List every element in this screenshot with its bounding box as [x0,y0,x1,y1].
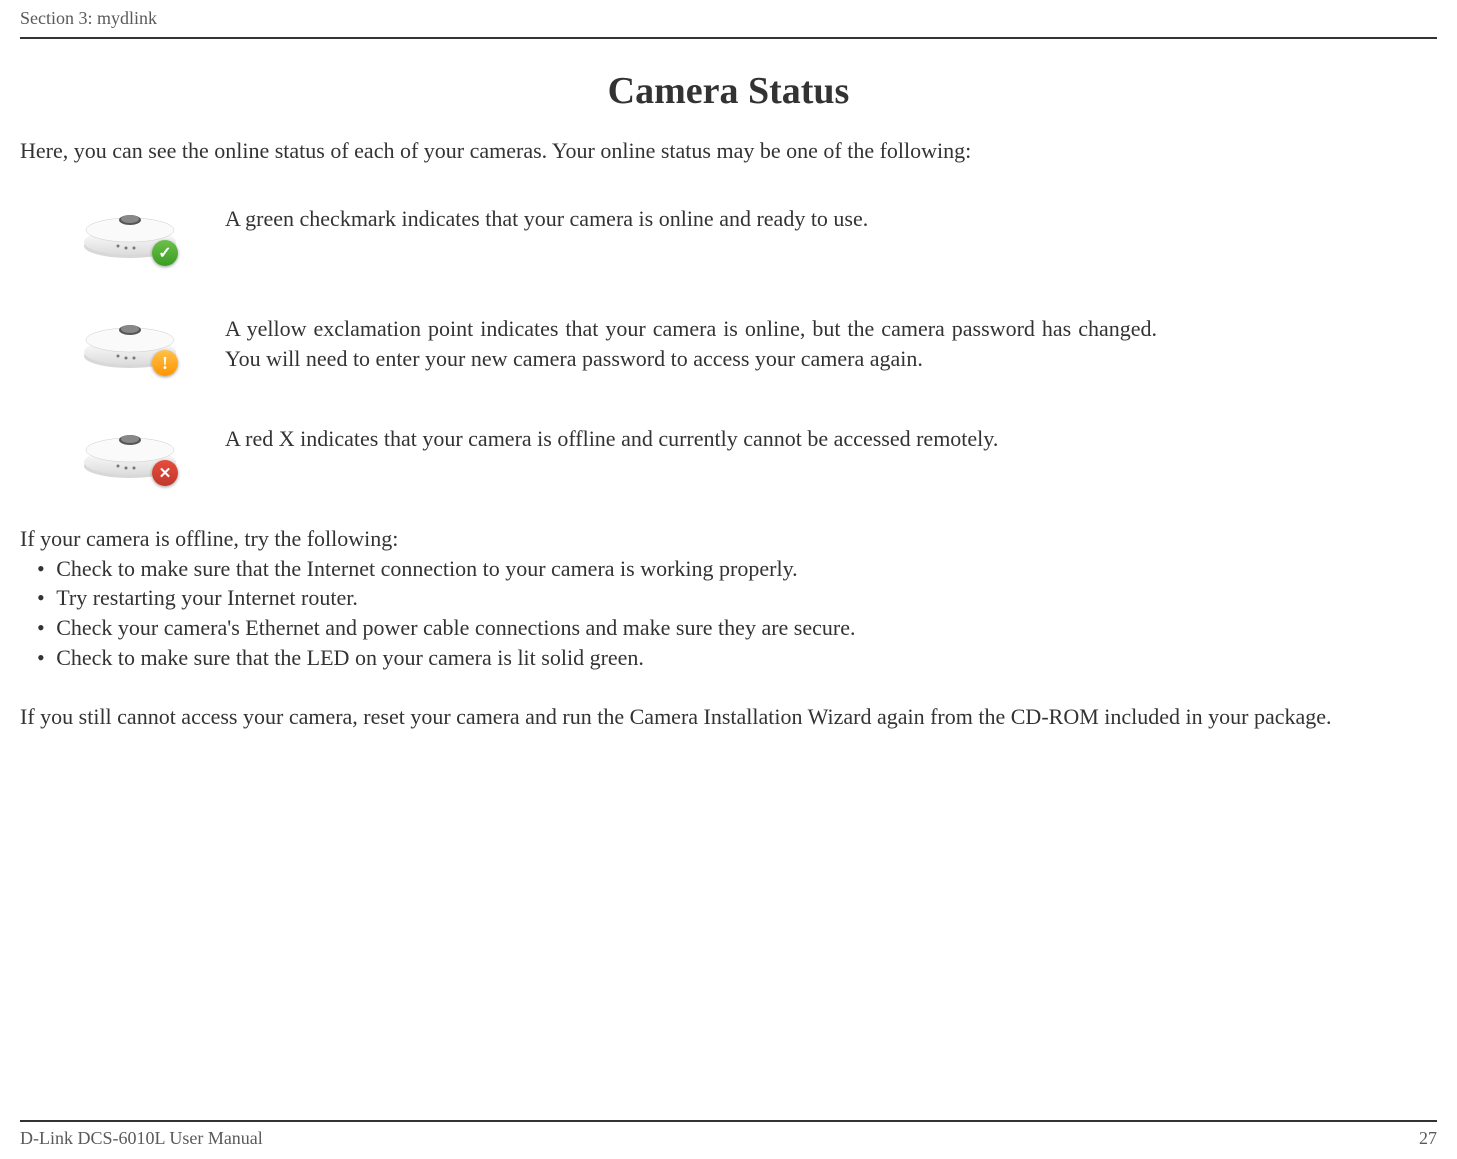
status-table: ✓ A green checkmark indicates that your … [80,204,1157,484]
footer-manual-name: D-Link DCS-6010L User Manual [20,1128,263,1149]
footer-rule [20,1120,1437,1122]
offline-heading: If your camera is offline, try the follo… [20,524,1437,554]
page-title: Camera Status [20,69,1437,113]
list-item: Try restarting your Internet router. [55,583,1437,613]
final-paragraph: If you still cannot access your camera, … [20,702,1437,732]
list-item: Check to make sure that the Internet con… [55,554,1437,584]
section-label: Section 3: mydlink [20,8,1437,29]
header-rule [20,37,1437,39]
troubleshoot-list: Check to make sure that the Internet con… [20,554,1437,673]
intro-text: Here, you can see the online status of e… [20,138,1437,164]
status-desc-online: A green checkmark indicates that your ca… [225,204,868,234]
list-item: Check to make sure that the LED on your … [55,643,1437,673]
status-row-online: ✓ A green checkmark indicates that your … [80,204,1157,264]
status-row-offline: ✕ A red X indicates that your camera is … [80,424,1157,484]
status-desc-warning: A yellow exclamation point indicates tha… [225,314,1157,373]
footer-page-number: 27 [1419,1128,1437,1149]
status-desc-offline: A red X indicates that your camera is of… [225,424,998,454]
checkmark-icon: ✓ [152,240,178,266]
x-icon: ✕ [152,460,178,486]
footer: D-Link DCS-6010L User Manual 27 [20,1120,1437,1149]
camera-icon-warning: ! [80,314,225,374]
camera-icon-online: ✓ [80,204,225,264]
list-item: Check your camera's Ethernet and power c… [55,613,1437,643]
offline-troubleshoot: If your camera is offline, try the follo… [20,524,1437,672]
exclamation-icon: ! [152,350,178,376]
status-row-warning: ! A yellow exclamation point indicates t… [80,314,1157,374]
camera-icon-offline: ✕ [80,424,225,484]
